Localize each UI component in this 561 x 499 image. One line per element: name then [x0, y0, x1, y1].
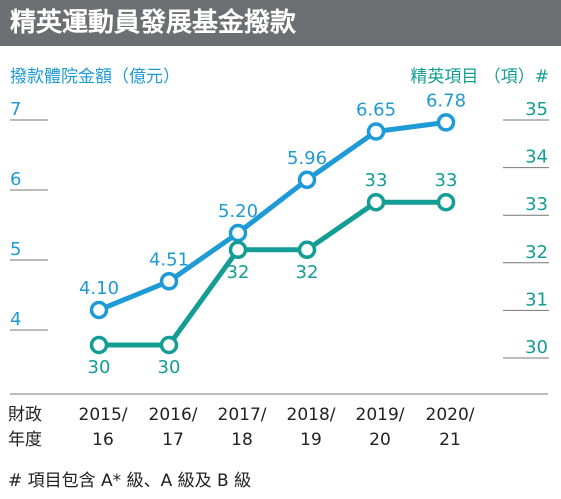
x-tick-label-line1: 2015/ — [78, 405, 128, 425]
funding-point — [297, 170, 317, 190]
right-tick-label: 35 — [525, 99, 548, 120]
funding-point — [89, 300, 109, 320]
projects-line — [96, 199, 449, 348]
right-tick-label: 31 — [525, 289, 548, 310]
funding-data-label: 4.51 — [149, 249, 189, 270]
x-tick-label: 2015/16 — [73, 403, 133, 453]
left-tick-label: 7 — [10, 99, 21, 120]
projects-data-label: 33 — [365, 170, 388, 191]
left-axis-title: 撥款體院金額（億元） — [10, 67, 180, 87]
projects-data-label: 33 — [435, 170, 458, 191]
right-tick-label: 30 — [525, 337, 548, 358]
projects-data-label: 30 — [158, 357, 181, 378]
funding-point — [228, 223, 248, 243]
funding-data-label: 5.20 — [218, 201, 258, 222]
fiscal-year-label-line2: 年度 — [8, 430, 42, 450]
projects-point — [297, 240, 317, 260]
chart-title: 精英運動員發展基金撥款 — [10, 8, 297, 38]
funding-line — [96, 119, 449, 313]
x-tick-label: 2019/20 — [350, 403, 410, 453]
right-tick-label: 32 — [525, 242, 548, 263]
funding-data-label: 5.96 — [287, 148, 327, 169]
right-tick-label: 34 — [525, 147, 548, 168]
fiscal-year-label-line1: 財政 — [8, 405, 42, 425]
funding-data-label: 4.10 — [79, 278, 119, 299]
projects-data-label: 32 — [227, 262, 250, 283]
x-tick-label: 2020/21 — [420, 403, 480, 453]
funding-point — [436, 113, 456, 132]
x-tick-label-line2: 16 — [92, 430, 114, 450]
x-tick-label-line1: 2018/ — [286, 405, 336, 425]
x-tick-label: 2018/19 — [281, 403, 341, 453]
x-tick-label-line2: 21 — [439, 430, 461, 450]
x-tick-label: 2017/18 — [212, 403, 272, 453]
projects-point — [89, 335, 109, 355]
projects-data-label: 32 — [296, 262, 319, 283]
x-tick-label-line1: 2017/ — [217, 405, 267, 425]
x-tick-label-line2: 20 — [369, 430, 391, 450]
fiscal-year-label: 財政 年度 — [8, 403, 58, 453]
right-tick-label: 33 — [525, 194, 548, 215]
x-tick-label-line1: 2016/ — [148, 405, 198, 425]
x-tick-label: 2016/17 — [143, 403, 203, 453]
projects-data-label: 30 — [88, 357, 111, 378]
left-tick-label: 5 — [10, 239, 21, 260]
projects-point — [159, 335, 179, 355]
x-tick-label-line1: 2019/ — [355, 405, 405, 425]
title-bar: 精英運動員發展基金撥款 — [0, 0, 561, 46]
footnote: # 項目包含 A* 級、A 級及 B 級 — [8, 471, 252, 491]
funding-data-label: 6.78 — [426, 90, 466, 111]
left-tick-label: 4 — [10, 309, 21, 330]
x-tick-label-line2: 17 — [162, 430, 184, 450]
x-tick-label-line2: 19 — [300, 430, 322, 450]
projects-point — [436, 192, 456, 212]
x-tick-label-line1: 2020/ — [425, 405, 475, 425]
funding-point — [366, 122, 386, 141]
left-tick-label: 6 — [10, 169, 21, 190]
right-axis-title: 精英項目 （項）# — [410, 67, 549, 87]
funding-data-label: 6.65 — [356, 100, 396, 121]
projects-point — [366, 192, 386, 212]
funding-point — [159, 272, 179, 291]
projects-point — [228, 240, 248, 260]
x-tick-label-line2: 18 — [231, 430, 253, 450]
